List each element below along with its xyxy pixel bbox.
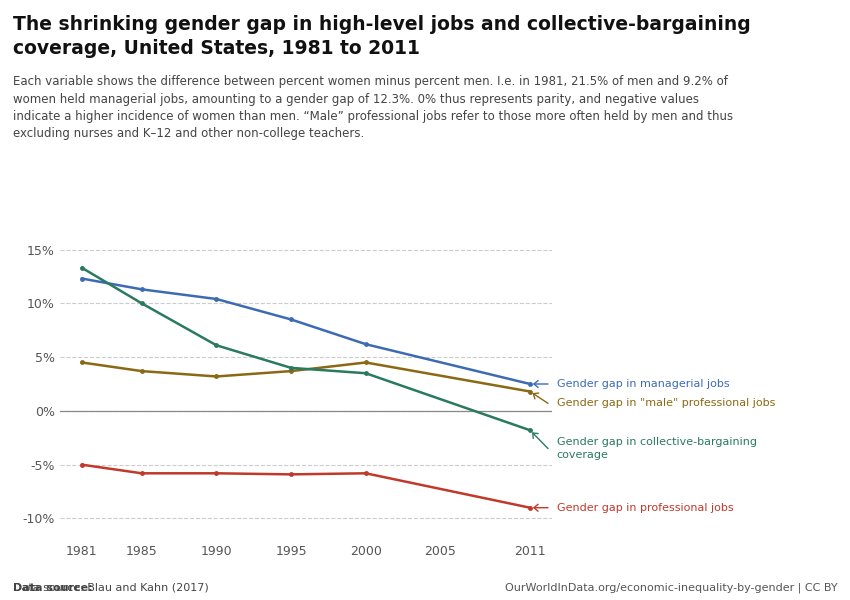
Text: Gender gap in managerial jobs: Gender gap in managerial jobs xyxy=(557,379,729,389)
Text: in Data: in Data xyxy=(751,41,800,53)
Text: OurWorldInData.org/economic-inequality-by-gender | CC BY: OurWorldInData.org/economic-inequality-b… xyxy=(505,582,837,593)
Text: The shrinking gender gap in high-level jobs and collective-bargaining: The shrinking gender gap in high-level j… xyxy=(13,15,751,34)
Text: Gender gap in "male" professional jobs: Gender gap in "male" professional jobs xyxy=(557,398,775,409)
Text: Data source:: Data source: xyxy=(13,583,93,593)
Text: Data source: Blau and Kahn (2017): Data source: Blau and Kahn (2017) xyxy=(13,583,208,593)
Text: Our World: Our World xyxy=(742,23,809,36)
Text: Gender gap in collective-bargaining
coverage: Gender gap in collective-bargaining cove… xyxy=(557,437,756,460)
Text: Gender gap in professional jobs: Gender gap in professional jobs xyxy=(557,503,734,513)
Text: coverage, United States, 1981 to 2011: coverage, United States, 1981 to 2011 xyxy=(13,39,420,58)
Text: Each variable shows the difference between percent women minus percent men. I.e.: Each variable shows the difference betwe… xyxy=(13,75,733,140)
